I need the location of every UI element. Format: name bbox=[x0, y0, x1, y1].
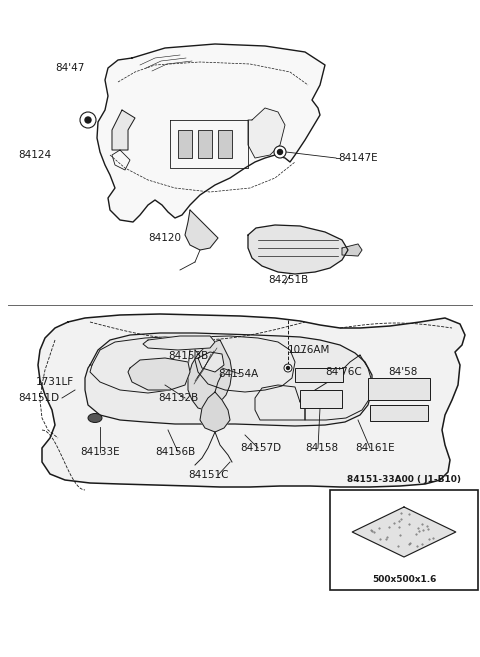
Text: 84'58: 84'58 bbox=[388, 367, 418, 377]
Text: 84124: 84124 bbox=[18, 150, 51, 160]
Text: 84157D: 84157D bbox=[240, 443, 281, 453]
Text: 84132B: 84132B bbox=[158, 393, 198, 403]
Bar bbox=[300, 390, 342, 408]
Polygon shape bbox=[112, 110, 135, 150]
Polygon shape bbox=[342, 244, 362, 256]
Circle shape bbox=[287, 367, 289, 369]
Bar bbox=[218, 130, 232, 158]
Text: 84147E: 84147E bbox=[338, 153, 378, 163]
Polygon shape bbox=[97, 44, 325, 222]
Text: 84120: 84120 bbox=[148, 233, 181, 243]
Polygon shape bbox=[200, 392, 230, 432]
Polygon shape bbox=[248, 225, 348, 274]
Circle shape bbox=[277, 150, 283, 154]
Polygon shape bbox=[38, 314, 465, 487]
Text: 84156B: 84156B bbox=[155, 447, 195, 457]
Bar bbox=[198, 130, 212, 158]
Text: 84158: 84158 bbox=[305, 443, 338, 453]
Polygon shape bbox=[128, 358, 190, 390]
Circle shape bbox=[80, 112, 96, 128]
Bar bbox=[368, 378, 430, 400]
Text: 84151-33A00 ( J1-B10): 84151-33A00 ( J1-B10) bbox=[347, 475, 461, 484]
Bar bbox=[330, 490, 478, 590]
Polygon shape bbox=[352, 507, 456, 557]
Polygon shape bbox=[188, 340, 232, 410]
Polygon shape bbox=[143, 336, 215, 350]
Text: 84'47: 84'47 bbox=[55, 63, 84, 73]
Bar bbox=[370, 405, 428, 421]
Text: 1731LF: 1731LF bbox=[36, 377, 74, 387]
Text: 84151C: 84151C bbox=[188, 470, 228, 480]
Polygon shape bbox=[248, 108, 285, 158]
Ellipse shape bbox=[88, 413, 102, 422]
Bar bbox=[295, 368, 343, 382]
Polygon shape bbox=[85, 333, 372, 426]
Polygon shape bbox=[185, 210, 218, 250]
Text: 1076AM: 1076AM bbox=[288, 345, 330, 355]
Circle shape bbox=[274, 146, 286, 158]
Text: 84133E: 84133E bbox=[80, 447, 120, 457]
Circle shape bbox=[284, 364, 292, 372]
Text: 84153B: 84153B bbox=[168, 351, 208, 361]
Text: 500x500x1.6: 500x500x1.6 bbox=[372, 576, 436, 585]
Text: 84151D: 84151D bbox=[18, 393, 59, 403]
Text: 84161E: 84161E bbox=[355, 443, 395, 453]
Text: 84154A: 84154A bbox=[218, 369, 258, 379]
Text: 84'76C: 84'76C bbox=[325, 367, 362, 377]
Polygon shape bbox=[198, 352, 224, 372]
Text: 84251B: 84251B bbox=[268, 275, 308, 285]
Circle shape bbox=[85, 117, 91, 123]
Bar bbox=[178, 130, 192, 158]
